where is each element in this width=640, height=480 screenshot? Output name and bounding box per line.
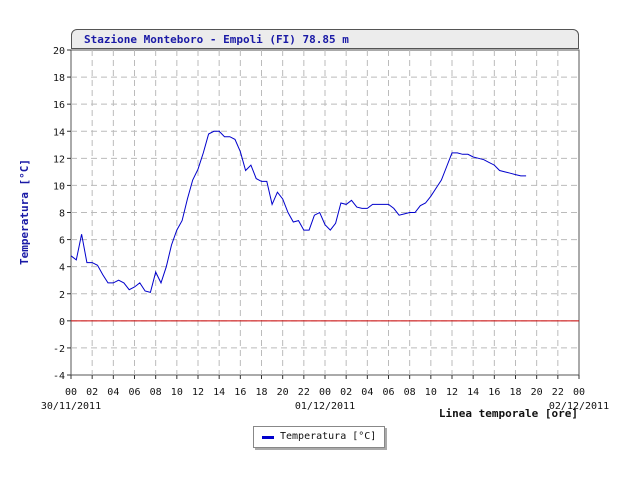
x-tick-label: 20	[531, 387, 543, 398]
x-tick-label: 08	[404, 387, 416, 398]
grid	[71, 50, 579, 375]
y-tick-label: 14	[53, 127, 65, 138]
legend-swatch	[262, 436, 274, 439]
chart-title: Stazione Monteboro - Empoli (FI) 78.85 m	[84, 33, 349, 46]
x-tick-label: 02	[340, 387, 352, 398]
date-label: 30/11/2011	[41, 401, 101, 412]
y-tick-label: -4	[53, 371, 65, 382]
x-tick-label: 22	[552, 387, 564, 398]
y-tick-label: 4	[59, 263, 65, 274]
y-tick-label: -2	[53, 344, 65, 355]
date-label: 01/12/2011	[295, 401, 355, 412]
x-tick-label: 18	[509, 387, 521, 398]
x-tick-label: 04	[107, 387, 119, 398]
legend: Temperatura [°C]	[253, 426, 385, 448]
y-axis-label: Temperatura [°C]	[18, 159, 31, 265]
x-tick-label: 20	[277, 387, 289, 398]
y-tick-label: 20	[53, 46, 65, 57]
y-tick-label: 8	[59, 209, 65, 220]
x-tick-label: 10	[171, 387, 183, 398]
x-tick-label: 00	[319, 387, 331, 398]
x-tick-label: 22	[298, 387, 310, 398]
y-tick-label: 18	[53, 73, 65, 84]
x-tick-label: 14	[213, 387, 225, 398]
y-tick-label: 16	[53, 100, 65, 111]
series-layer	[70, 130, 579, 322]
x-tick-label: 18	[255, 387, 267, 398]
y-tick-label: 2	[59, 290, 65, 301]
x-tick-label: 08	[150, 387, 162, 398]
x-tick-label: 00	[65, 387, 77, 398]
x-tick-label: 06	[128, 387, 140, 398]
chart-title-box: Stazione Monteboro - Empoli (FI) 78.85 m	[71, 29, 579, 49]
y-tick-label: 0	[59, 317, 65, 328]
x-tick-label: 12	[192, 387, 204, 398]
x-tick-label: 00	[573, 387, 585, 398]
x-tick-label: 10	[425, 387, 437, 398]
temperature-series-line	[70, 130, 527, 294]
x-tick-label: 06	[382, 387, 394, 398]
x-axis-label: Linea temporale [ore]	[439, 407, 578, 420]
x-tick-label: 12	[446, 387, 458, 398]
y-tick-label: 12	[53, 154, 65, 165]
y-tick-label: 6	[59, 236, 65, 247]
legend-label: Temperatura [°C]	[280, 431, 377, 442]
date-label: 02/12/2011	[549, 401, 609, 412]
x-tick-label: 14	[467, 387, 479, 398]
x-tick-label: 02	[86, 387, 98, 398]
y-tick-label: 10	[53, 181, 65, 192]
x-tick-label: 04	[361, 387, 373, 398]
x-tick-label: 16	[234, 387, 246, 398]
x-tick-label: 16	[488, 387, 500, 398]
